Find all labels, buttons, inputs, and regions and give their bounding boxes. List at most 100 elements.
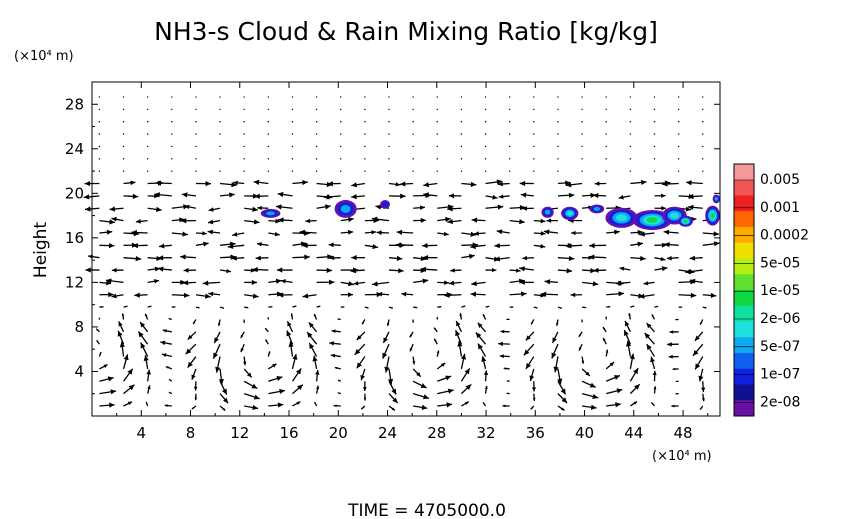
wind-vector-head — [246, 306, 249, 309]
colorbar-swatch — [734, 290, 754, 307]
vector-dot — [605, 145, 607, 148]
vector-dot — [460, 145, 463, 148]
wind-vector-head — [639, 231, 645, 237]
vector-dot — [557, 108, 559, 111]
wind-vector-head — [662, 181, 668, 187]
x-tick-label: 20 — [329, 424, 348, 442]
wind-vector-head — [685, 206, 692, 212]
vector-dot — [460, 158, 463, 160]
wind-vector-head — [628, 313, 631, 316]
wind-vector-head — [327, 254, 333, 260]
wind-vector-head — [434, 338, 437, 342]
wind-vector-head — [460, 353, 467, 360]
wind-vector-head — [384, 366, 390, 373]
wind-vector-head — [675, 318, 677, 321]
vector-dot — [291, 145, 294, 148]
wind-vector-head — [496, 229, 503, 235]
wind-vector-head — [326, 267, 333, 273]
wind-vector-head — [646, 323, 652, 329]
wind-vector-head — [356, 335, 362, 340]
vector-dot — [171, 108, 173, 111]
y-tick-label: 12 — [65, 273, 84, 291]
wind-vector-head — [131, 229, 137, 236]
vector-dot — [508, 158, 511, 160]
wind-vector-head — [286, 330, 292, 337]
wind-vector-head — [447, 206, 453, 212]
wind-vector-head — [292, 354, 298, 360]
wind-vector-head — [157, 266, 164, 272]
wind-vector-head — [194, 397, 198, 401]
wind-vector-head — [540, 291, 547, 297]
wind-vector-head — [561, 397, 568, 403]
wind-vector-head — [516, 268, 521, 273]
wind-vector-head — [447, 218, 453, 225]
vector-dot — [629, 170, 632, 172]
vector-dot — [98, 133, 101, 135]
wind-vector-head — [637, 229, 643, 235]
vector-dot — [219, 145, 221, 148]
wind-vector-head — [132, 243, 138, 249]
vector-dot — [484, 121, 487, 123]
wind-vector-head — [540, 231, 546, 236]
wind-vector-head — [107, 376, 114, 382]
wind-vector-head — [217, 323, 221, 327]
vector-dot — [195, 121, 197, 123]
vector-dot — [171, 133, 173, 135]
wind-vector-head — [464, 401, 469, 405]
wind-vector-head — [231, 255, 237, 261]
wind-vector-head — [693, 349, 699, 356]
vector-dot — [581, 170, 583, 172]
wind-vector-head — [585, 371, 590, 376]
wind-vector-head — [439, 306, 442, 308]
wind-vector-head — [506, 318, 508, 320]
wind-vector-head — [689, 255, 696, 261]
wind-vector-head — [581, 360, 585, 364]
vector-dot — [340, 96, 342, 98]
vector-dot — [171, 145, 173, 148]
wind-vector-head — [83, 194, 90, 200]
vector-dot — [702, 158, 704, 160]
wind-vector-head — [494, 256, 501, 262]
wind-vector-head — [160, 340, 166, 346]
wind-vector-head — [660, 256, 666, 262]
wind-vector-head — [409, 347, 413, 352]
wind-vector-head — [391, 388, 397, 395]
vector-dot — [605, 133, 607, 135]
wind-vector-head — [395, 242, 402, 248]
vector-dot — [484, 96, 487, 98]
cloud-contour — [683, 219, 688, 223]
vector-dot — [315, 145, 318, 148]
vector-dot — [267, 145, 270, 148]
wind-vector-head — [134, 292, 140, 298]
wind-vector-head — [445, 375, 452, 381]
wind-vector-head — [470, 291, 477, 297]
wind-vector-head — [208, 207, 214, 212]
wind-vector-head — [183, 267, 189, 273]
x-tick-label: 16 — [279, 424, 298, 442]
vector-dot — [581, 108, 583, 111]
wind-vector-head — [363, 397, 367, 401]
wind-vector-head — [132, 193, 139, 199]
vector-dot — [171, 121, 173, 123]
vector-dot — [677, 96, 680, 98]
wind-vector-head — [288, 341, 294, 348]
vector-dot — [98, 108, 101, 111]
vector-dot — [315, 121, 318, 123]
vector-dot — [653, 121, 656, 123]
wind-vector-head — [108, 291, 114, 298]
vector-dot — [436, 96, 438, 98]
vector-dot — [267, 121, 270, 123]
vector-dot — [533, 133, 535, 135]
wind-vector-head — [84, 180, 90, 187]
chart-title: NH3-s Cloud & Rain Mixing Ratio [kg/kg] — [154, 17, 658, 46]
wind-vector-head — [713, 241, 720, 247]
wind-vector-head — [644, 332, 651, 339]
vector-dot — [195, 145, 197, 148]
wind-vector-head — [667, 342, 672, 347]
vector-dot — [171, 170, 173, 172]
colorbar-swatch — [734, 368, 754, 385]
wind-vector-head — [396, 255, 403, 262]
wind-vector-head — [651, 314, 654, 317]
vector-dot — [315, 133, 318, 135]
